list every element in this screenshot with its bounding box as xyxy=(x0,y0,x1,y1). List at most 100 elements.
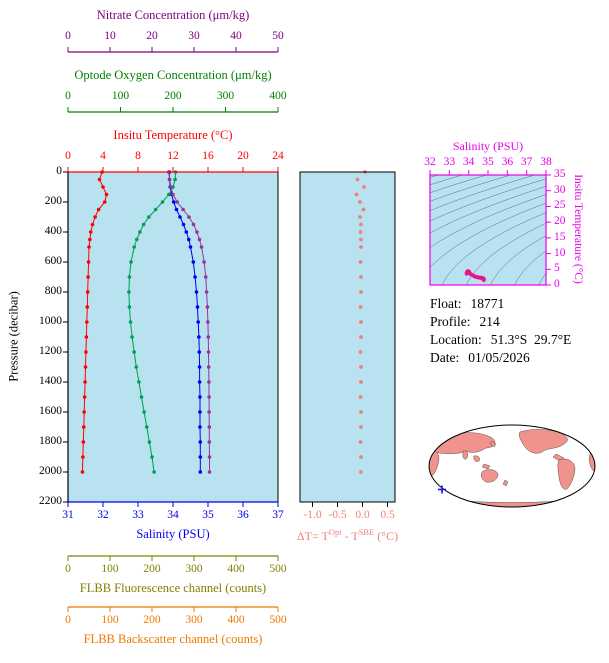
date-value: 01/05/2026 xyxy=(468,350,530,365)
ts_salinity-tick-label: 32 xyxy=(424,156,436,168)
nitrate-data-point xyxy=(195,230,199,234)
ts_salinity-tick-label: 37 xyxy=(520,156,533,168)
map-land xyxy=(481,463,491,470)
fluorescence-tick-label: 500 xyxy=(269,563,287,575)
ts_salinity-tick-label: 34 xyxy=(462,156,475,168)
nitrate-data-point xyxy=(206,320,210,324)
pressure-tick-label: 2200 xyxy=(39,495,62,507)
pressure-tick-label: 1800 xyxy=(39,435,62,447)
delta-t-point xyxy=(359,237,363,242)
salinity-data-point xyxy=(198,470,203,474)
ts_salinity-tick-label: 38 xyxy=(540,156,552,168)
salinity-data-point xyxy=(198,410,202,414)
main-plot-background xyxy=(68,172,278,502)
nitrate-tick-label: 0 xyxy=(65,30,71,42)
nitrate-data-point xyxy=(175,200,179,204)
backscatter-tick-label: 0 xyxy=(65,614,71,626)
map-land xyxy=(473,455,480,462)
backscatter-tick-label: 100 xyxy=(101,614,119,626)
delta-tick-label: -0.5 xyxy=(328,509,347,521)
ts-temperature-tick-label: 35 xyxy=(554,168,566,180)
oxygen-data-point xyxy=(173,177,177,182)
oxygen-data-point xyxy=(138,230,142,234)
delta-t-point xyxy=(358,215,362,219)
oxygen-tick-label: 300 xyxy=(216,90,235,102)
delta-label-sup-opt: Opt xyxy=(328,527,342,537)
salinity-data-point xyxy=(194,290,199,294)
temperature-data-point xyxy=(86,260,91,264)
delta-t-point xyxy=(358,200,362,204)
salinity-tick-label: 35 xyxy=(202,509,214,521)
pressure-tick-label: 1000 xyxy=(39,315,62,327)
nitrate-data-point xyxy=(187,215,191,219)
temperature-data-point xyxy=(85,320,89,324)
oxygen-data-point xyxy=(147,215,151,219)
oxygen-data-point xyxy=(139,395,144,399)
salinity-data-point xyxy=(198,455,203,459)
nitrate-data-point xyxy=(206,350,211,354)
delta-t-point xyxy=(354,192,359,197)
sigma-contour xyxy=(430,194,546,248)
oxygen-data-point xyxy=(132,245,136,249)
delta-t-point xyxy=(359,380,363,384)
nitrate-data-point xyxy=(171,192,175,197)
delta-tick-label: 0.5 xyxy=(380,509,395,521)
temperature-data-point xyxy=(88,230,93,234)
delta-t-point xyxy=(358,350,363,354)
ts-temperature-tick-label: 10 xyxy=(554,246,566,259)
backscatter-tick-label: 400 xyxy=(227,614,245,626)
oxygen-data-point xyxy=(153,207,158,212)
nitrate-data-point xyxy=(205,305,210,309)
salinity-data-point xyxy=(197,380,202,384)
delta-label-sup-sbe: SBE xyxy=(358,527,375,537)
temperature-data-point xyxy=(96,207,101,212)
temperature-data-point xyxy=(84,350,88,354)
ts-scatter xyxy=(464,269,486,282)
delta-tick-label: 0.0 xyxy=(355,509,370,521)
pressure-tick-label: 1600 xyxy=(39,405,62,417)
delta-t-point xyxy=(359,222,363,227)
temperature-data-point xyxy=(81,455,85,459)
density-contour-lines xyxy=(430,175,546,285)
ts-temperature-tick-label: 20 xyxy=(554,215,566,228)
oxygen-data-point xyxy=(127,305,132,309)
map-land xyxy=(557,458,576,490)
temperature-tick-label: 0 xyxy=(65,150,71,162)
salinity-data-point xyxy=(193,275,197,279)
backscatter-tick-label: 200 xyxy=(143,614,161,626)
world-map xyxy=(428,424,596,508)
delta-label-part: - T xyxy=(341,529,359,543)
float-id-row: Float: 18771 xyxy=(430,296,571,312)
ts-temperature-tick-label: 15 xyxy=(554,230,566,243)
salinity-tick-label: 36 xyxy=(237,509,249,521)
ts-panel-frame xyxy=(429,174,547,286)
temperature-tick-label: 12 xyxy=(167,150,179,162)
delta-t-point xyxy=(359,470,363,474)
pressure-tick-label: 200 xyxy=(44,195,62,207)
salinity-data-point xyxy=(197,350,202,354)
temperature-tick-label: 24 xyxy=(272,150,284,162)
profile-row: Profile: 214 xyxy=(430,314,571,330)
temperature-data-point xyxy=(85,290,90,294)
delta-label-part: ΔT= T xyxy=(296,529,329,543)
salinity-tick-label: 37 xyxy=(272,509,284,521)
ts-temperature-tick-label: 0 xyxy=(554,278,560,290)
salinity-data-point xyxy=(198,395,202,399)
pressure-tick-label: 600 xyxy=(44,255,62,267)
map-land xyxy=(462,450,468,460)
profile-label: Profile: xyxy=(430,314,471,329)
nitrate-data-point xyxy=(197,237,202,242)
ts-temperature-tick-label: 30 xyxy=(554,183,566,196)
nitrate-data-point xyxy=(191,222,196,227)
nitrate-tick-label: 20 xyxy=(146,30,158,42)
nitrate-data-point xyxy=(204,290,209,294)
salinity-tick-label: 32 xyxy=(97,509,109,521)
float-info-block: Float: 18771 Profile: 214 Location: 51.3°S … xyxy=(430,296,571,368)
fluorescence-axis-title: FLBB Fluorescence channel (counts) xyxy=(79,581,267,595)
delta-t-point xyxy=(359,245,363,249)
salinity-data-point xyxy=(197,335,201,339)
salinity-data-point xyxy=(174,207,179,212)
salinity-data-point xyxy=(196,320,200,324)
oxygen-data-point xyxy=(130,335,134,339)
